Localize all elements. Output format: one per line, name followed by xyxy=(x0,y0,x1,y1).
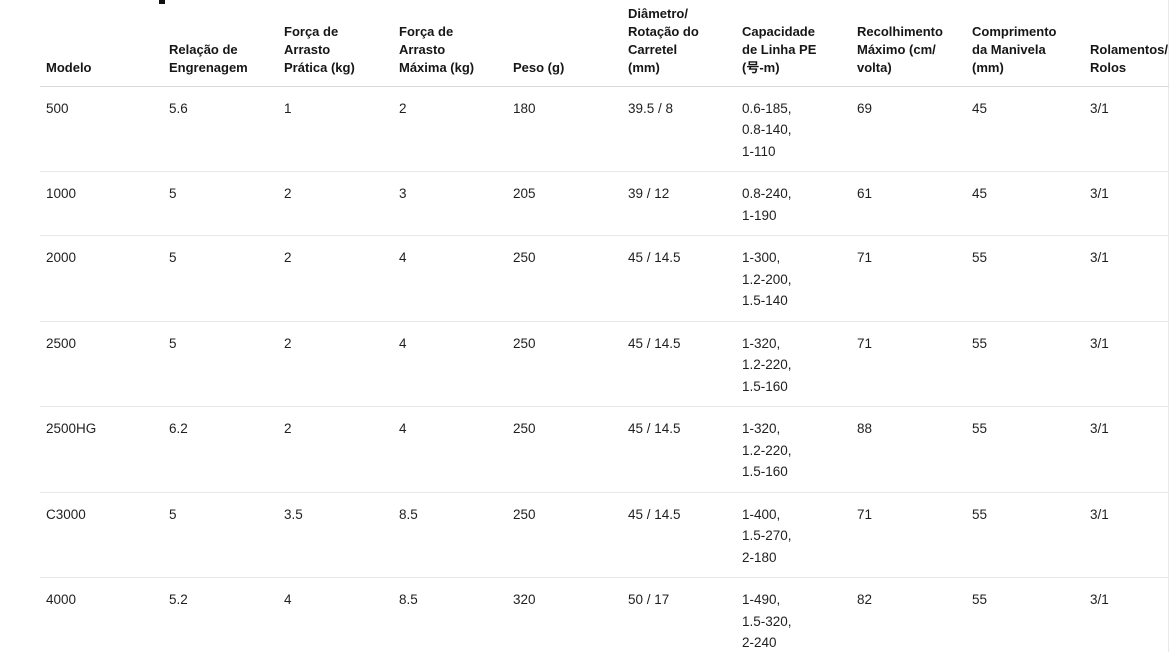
cell-relacao-engrenagem: 5.6 xyxy=(163,86,278,172)
cell-peso: 180 xyxy=(507,86,622,172)
cell-rolamentos-rolos: 3/1 xyxy=(1084,86,1168,172)
cell-forca-arrasto-pratica: 3.5 xyxy=(278,492,393,578)
cell-modelo: 2000 xyxy=(40,235,163,322)
table-row: C3000 5 3.5 8.5 250 45 / 14.5 1-400, 1.5… xyxy=(40,492,1168,578)
cell-forca-arrasto-maxima: 4 xyxy=(393,406,507,493)
column-header-forca-arrasto-maxima: Força de Arrasto Máxima (kg) xyxy=(393,0,507,87)
cell-forca-arrasto-pratica: 2 xyxy=(278,406,393,493)
cell-capacidade-linha-pe: 1-320, 1.2-220, 1.5-160 xyxy=(736,321,851,407)
cell-forca-arrasto-maxima: 4 xyxy=(393,235,507,322)
column-header-diametro-rotacao: Diâmetro/ Rotação do Carretel (mm) xyxy=(622,0,736,87)
cell-forca-arrasto-pratica: 4 xyxy=(278,577,393,652)
cell-forca-arrasto-maxima: 2 xyxy=(393,86,507,172)
column-header-forca-arrasto-pratica: Força de Arrasto Prática (kg) xyxy=(278,0,393,87)
cell-diametro-rotacao: 45 / 14.5 xyxy=(622,492,736,578)
column-header-peso: Peso (g) xyxy=(507,0,622,87)
column-header-rolamentos-rolos: Rolamentos/ Rolos xyxy=(1084,0,1168,87)
cell-comprimento-manivela: 55 xyxy=(966,577,1084,652)
cell-modelo: 2500HG xyxy=(40,406,163,493)
table-row: 2500 5 2 4 250 45 / 14.5 1-320, 1.2-220,… xyxy=(40,321,1168,407)
table-row: 1000 5 2 3 205 39 / 12 0.8-240, 1-190 61… xyxy=(40,171,1168,236)
table-body: 500 5.6 1 2 180 39.5 / 8 0.6-185, 0.8-14… xyxy=(40,86,1168,652)
cell-capacidade-linha-pe: 1-400, 1.5-270, 2-180 xyxy=(736,492,851,578)
cell-recolhimento-maximo: 61 xyxy=(851,171,966,236)
cell-capacidade-linha-pe: 1-490, 1.5-320, 2-240 xyxy=(736,577,851,652)
cell-forca-arrasto-maxima: 4 xyxy=(393,321,507,407)
cell-capacidade-linha-pe: 1-300, 1.2-200, 1.5-140 xyxy=(736,235,851,322)
cell-modelo: C3000 xyxy=(40,492,163,578)
table-row: 4000 5.2 4 8.5 320 50 / 17 1-490, 1.5-32… xyxy=(40,577,1168,652)
cell-forca-arrasto-pratica: 2 xyxy=(278,171,393,236)
cell-rolamentos-rolos: 3/1 xyxy=(1084,492,1168,578)
cell-recolhimento-maximo: 69 xyxy=(851,86,966,172)
cell-rolamentos-rolos: 3/1 xyxy=(1084,321,1168,407)
cell-peso: 250 xyxy=(507,235,622,322)
cell-recolhimento-maximo: 82 xyxy=(851,577,966,652)
cell-diametro-rotacao: 39.5 / 8 xyxy=(622,86,736,172)
cell-capacidade-linha-pe: 0.6-185, 0.8-140, 1-110 xyxy=(736,86,851,172)
cell-forca-arrasto-pratica: 2 xyxy=(278,235,393,322)
cell-modelo: 2500 xyxy=(40,321,163,407)
table-header-row: Modelo Relação de Engrenagem Força de Ar… xyxy=(40,0,1168,87)
cell-comprimento-manivela: 55 xyxy=(966,492,1084,578)
cell-modelo: 4000 xyxy=(40,577,163,652)
cell-forca-arrasto-maxima: 8.5 xyxy=(393,492,507,578)
cell-comprimento-manivela: 55 xyxy=(966,406,1084,493)
column-header-recolhimento-maximo: Recolhimento Máximo (cm/ volta) xyxy=(851,0,966,87)
cell-diametro-rotacao: 45 / 14.5 xyxy=(622,406,736,493)
cell-recolhimento-maximo: 71 xyxy=(851,492,966,578)
cell-recolhimento-maximo: 71 xyxy=(851,321,966,407)
cell-diametro-rotacao: 39 / 12 xyxy=(622,171,736,236)
column-header-capacidade-linha-pe: Capacidade de Linha PE (号-m) xyxy=(736,0,851,87)
cell-rolamentos-rolos: 3/1 xyxy=(1084,406,1168,493)
cell-recolhimento-maximo: 71 xyxy=(851,235,966,322)
cell-relacao-engrenagem: 5 xyxy=(163,235,278,322)
cell-modelo: 1000 xyxy=(40,171,163,236)
column-header-relacao-engrenagem: Relação de Engrenagem xyxy=(163,0,278,87)
cell-comprimento-manivela: 45 xyxy=(966,86,1084,172)
cell-rolamentos-rolos: 3/1 xyxy=(1084,235,1168,322)
cell-relacao-engrenagem: 5 xyxy=(163,171,278,236)
cell-comprimento-manivela: 55 xyxy=(966,235,1084,322)
cell-peso: 250 xyxy=(507,321,622,407)
column-header-comprimento-manivela: Comprimento da Manivela (mm) xyxy=(966,0,1084,87)
cell-relacao-engrenagem: 5.2 xyxy=(163,577,278,652)
table-row: 500 5.6 1 2 180 39.5 / 8 0.6-185, 0.8-14… xyxy=(40,86,1168,172)
cell-peso: 320 xyxy=(507,577,622,652)
table-row: 2000 5 2 4 250 45 / 14.5 1-300, 1.2-200,… xyxy=(40,235,1168,322)
cell-diametro-rotacao: 45 / 14.5 xyxy=(622,321,736,407)
cell-capacidade-linha-pe: 0.8-240, 1-190 xyxy=(736,171,851,236)
cell-peso: 250 xyxy=(507,492,622,578)
cell-forca-arrasto-pratica: 1 xyxy=(278,86,393,172)
cell-peso: 205 xyxy=(507,171,622,236)
cell-forca-arrasto-pratica: 2 xyxy=(278,321,393,407)
column-header-modelo: Modelo xyxy=(40,0,163,87)
cell-modelo: 500 xyxy=(40,86,163,172)
cell-capacidade-linha-pe: 1-320, 1.2-220, 1.5-160 xyxy=(736,406,851,493)
cell-rolamentos-rolos: 3/1 xyxy=(1084,577,1168,652)
cell-comprimento-manivela: 45 xyxy=(966,171,1084,236)
cell-forca-arrasto-maxima: 8.5 xyxy=(393,577,507,652)
cell-recolhimento-maximo: 88 xyxy=(851,406,966,493)
cell-diametro-rotacao: 45 / 14.5 xyxy=(622,235,736,322)
cell-rolamentos-rolos: 3/1 xyxy=(1084,171,1168,236)
table-row: 2500HG 6.2 2 4 250 45 / 14.5 1-320, 1.2-… xyxy=(40,406,1168,493)
cell-peso: 250 xyxy=(507,406,622,493)
cell-comprimento-manivela: 55 xyxy=(966,321,1084,407)
cell-relacao-engrenagem: 6.2 xyxy=(163,406,278,493)
reel-specs-table: Modelo Relação de Engrenagem Força de Ar… xyxy=(40,0,1169,652)
cell-relacao-engrenagem: 5 xyxy=(163,321,278,407)
cell-relacao-engrenagem: 5 xyxy=(163,492,278,578)
table-header: Modelo Relação de Engrenagem Força de Ar… xyxy=(40,0,1168,87)
cell-diametro-rotacao: 50 / 17 xyxy=(622,577,736,652)
cell-forca-arrasto-maxima: 3 xyxy=(393,171,507,236)
